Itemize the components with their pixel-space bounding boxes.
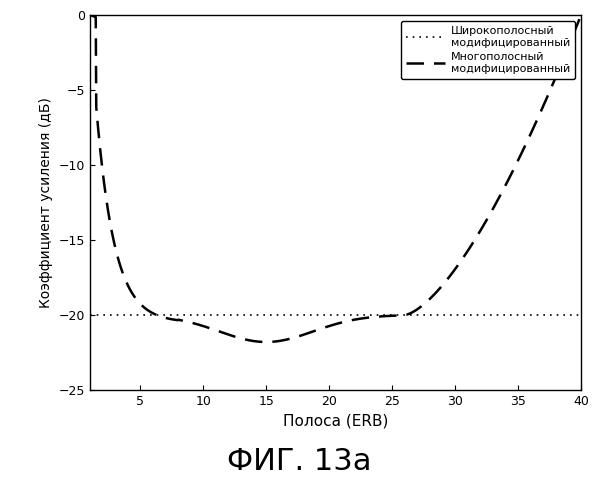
Широкополосный
модифицированный	[489, 312, 496, 318]
Многополосный
модифицированный	[479, 224, 486, 230]
Многополосный
модифицированный	[285, 336, 292, 342]
Многополосный
модифицированный	[303, 330, 310, 336]
Широкополосный
модифицированный	[352, 312, 359, 318]
Многополосный
модифицированный	[86, 12, 93, 18]
Text: ФИГ. 13а: ФИГ. 13а	[227, 447, 372, 476]
Многополосный
модифицированный	[470, 239, 477, 245]
Широкополосный
модифицированный	[379, 312, 386, 318]
Legend: Широкополосный
модифицированный, Многополосный
модифицированный: Широкополосный модифицированный, Многопо…	[401, 20, 576, 80]
Широкополосный
модифицированный	[565, 312, 573, 318]
Многополосный
модифицированный	[263, 339, 270, 345]
Многополосный
модифицированный	[137, 300, 144, 306]
Широкополосный
модифицированный	[322, 312, 329, 318]
Широкополосный
модифицированный	[577, 312, 585, 318]
Многополосный
модифицированный	[577, 12, 585, 18]
Широкополосный
модифицированный	[86, 312, 93, 318]
Y-axis label: Коэффициент усиления (дБ): Коэффициент усиления (дБ)	[39, 97, 53, 308]
Многополосный
модифицированный	[424, 298, 431, 304]
X-axis label: Полоса (ERB): Полоса (ERB)	[283, 414, 388, 428]
Широкополосный
модифицированный	[319, 312, 326, 318]
Line: Многополосный
модифицированный: Многополосный модифицированный	[90, 15, 581, 342]
